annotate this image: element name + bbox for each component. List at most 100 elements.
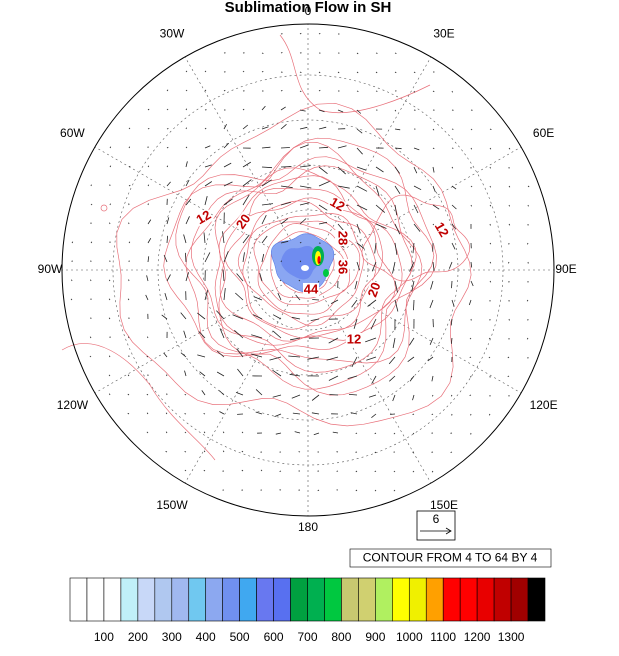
wind-vector xyxy=(356,71,359,74)
colorbar-box xyxy=(408,577,427,622)
wind-vector xyxy=(318,32,321,35)
wind-vector xyxy=(299,241,302,244)
wind-vector xyxy=(489,185,491,188)
wind-vector xyxy=(204,164,212,168)
wind-vector xyxy=(288,355,301,358)
wind-vector xyxy=(332,431,339,434)
contour-line xyxy=(175,156,437,390)
wind-vector xyxy=(235,392,244,396)
wind-vector xyxy=(280,123,287,130)
colorbar-box xyxy=(459,577,478,622)
wind-vector xyxy=(145,294,149,301)
wind-vector xyxy=(374,470,377,473)
wind-vector xyxy=(356,242,365,249)
wind-vector xyxy=(161,314,168,320)
wind-vector xyxy=(526,299,529,302)
contour-label: 44 xyxy=(304,281,319,296)
wind-vector xyxy=(412,394,415,401)
wind-vector xyxy=(451,166,454,169)
wind-vector xyxy=(413,71,416,74)
colorbar-label: 300 xyxy=(162,630,182,644)
wind-vector xyxy=(185,252,187,263)
wind-vector xyxy=(394,185,401,195)
wind-vector xyxy=(128,184,131,187)
wind-vector xyxy=(375,204,386,213)
wind-vector xyxy=(489,280,492,283)
wind-vector xyxy=(163,352,168,358)
contour-label-background xyxy=(303,283,319,297)
wind-vector xyxy=(185,198,192,206)
wind-vector xyxy=(413,147,420,151)
colorbar-box xyxy=(476,577,495,622)
wind-vector xyxy=(412,413,415,415)
colorbar-label: 1200 xyxy=(464,630,491,644)
wind-vector xyxy=(413,166,418,174)
wind-vector xyxy=(280,218,289,225)
wind-vector xyxy=(255,389,263,396)
colorbar-box xyxy=(154,577,173,622)
wind-vector xyxy=(318,71,321,74)
wind-vector xyxy=(351,299,358,308)
colorbar-label: 500 xyxy=(230,630,250,644)
shaded-region xyxy=(281,246,319,280)
wind-vector xyxy=(147,256,150,263)
wind-vector xyxy=(394,299,399,312)
wind-vector xyxy=(432,261,435,271)
wind-vector xyxy=(470,185,473,188)
colorbar-label: 200 xyxy=(128,630,148,644)
wind-vector xyxy=(261,215,267,225)
wind-vector xyxy=(185,272,189,282)
wind-vector xyxy=(70,298,73,301)
wind-vector xyxy=(252,314,263,320)
wind-vector xyxy=(261,253,265,263)
wind-vector xyxy=(407,356,415,363)
longitude-label: 90E xyxy=(555,262,576,276)
wind-vector xyxy=(203,431,206,434)
wind-vector xyxy=(275,432,282,435)
wind-vector xyxy=(431,413,434,416)
wind-vector xyxy=(432,204,440,210)
wind-vector xyxy=(371,375,377,384)
wind-vector xyxy=(108,279,111,282)
wind-vector xyxy=(223,288,226,301)
wind-vector xyxy=(431,375,434,382)
colorbar-box xyxy=(425,577,444,622)
wind-vector xyxy=(470,261,473,268)
wind-vector xyxy=(166,146,169,149)
wind-vector xyxy=(394,109,397,112)
contour-line xyxy=(163,137,435,396)
wind-vector xyxy=(299,165,311,168)
wind-vector xyxy=(374,432,377,435)
wind-vector xyxy=(432,185,436,193)
colorbar-label: 900 xyxy=(365,630,385,644)
contour-line xyxy=(242,213,364,327)
colorbar-box xyxy=(341,577,359,622)
wind-vector xyxy=(489,166,491,169)
wind-vector xyxy=(330,299,339,304)
longitude-label: 90W xyxy=(38,262,63,276)
longitude-line xyxy=(184,56,309,271)
wind-vector xyxy=(216,371,225,377)
wind-vector xyxy=(356,128,363,134)
wind-vector xyxy=(255,411,263,415)
wind-vector xyxy=(147,165,150,168)
wind-vector xyxy=(128,336,130,339)
wind-vector xyxy=(222,269,225,282)
wind-vector xyxy=(203,469,206,472)
vector-reference-label: 6 xyxy=(433,512,440,526)
wind-vector xyxy=(394,280,398,293)
colorbar-box xyxy=(493,577,512,622)
contour-line xyxy=(270,231,345,299)
wind-vector xyxy=(488,413,491,416)
contour-label-background xyxy=(365,280,385,300)
wind-vector xyxy=(527,242,529,245)
wind-vector xyxy=(185,89,188,92)
wind-vector xyxy=(292,412,301,415)
wind-vector xyxy=(223,124,227,130)
map-title: Sublimation Flow in SH xyxy=(225,0,392,16)
wind-vector xyxy=(109,165,112,168)
colorbar-box xyxy=(239,577,257,622)
colorbar-box xyxy=(442,577,461,622)
colorbar-label: 1100 xyxy=(430,630,456,644)
wind-vector xyxy=(393,432,396,435)
